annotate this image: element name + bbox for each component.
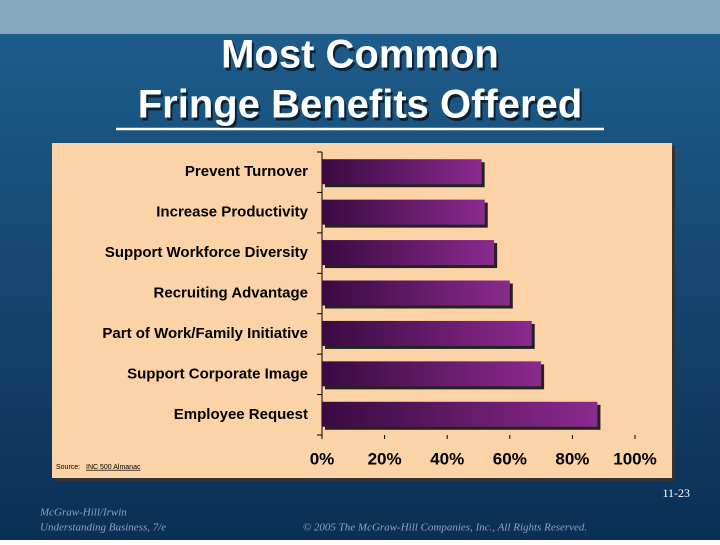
plot: 0% 20% 40% 60% 80% 100% Prevent Turnover Increa… [102,151,657,468]
source: INC 500 Almanac [86,464,141,471]
category-label: Recruiting Advantage [154,284,308,301]
publisher: McGraw-Hill/Irwin [39,507,127,519]
x-tick-label: 100% [613,449,656,468]
category-label: Employee Request [174,406,308,423]
x-tick-label: 60% [493,449,527,468]
title-line: Most Common [221,33,499,77]
category-label: Prevent Turnover [185,163,308,180]
x-tick-label: 40% [430,449,464,468]
title-shadow: Most Common [223,36,501,80]
bar [322,199,485,225]
bar [322,401,598,427]
title-shadow: Fringe Benefits Offered [140,86,585,130]
copyright: © 2005 The McGraw-Hill Companies, Inc., … [303,522,587,534]
bar [322,320,532,346]
source-label: Source: [56,464,80,471]
bar [322,159,482,185]
bar [322,280,510,306]
publisher: Understanding Business, 7/e [40,522,166,534]
x-tick-label: 0% [310,449,335,468]
bar [322,361,542,387]
x-tick-label: 20% [368,449,402,468]
page-number: 11-23 [662,486,690,500]
category-label: Support Corporate Image [127,365,308,382]
category-label: Increase Productivity [156,204,308,221]
bar [322,240,495,266]
x-tick-label: 80% [555,449,589,468]
category-label: Support Workforce Diversity [105,244,309,261]
category-label: Part of Work/Family Initiative [102,325,308,342]
banner [0,0,720,34]
title-line: Fringe Benefits Offered [138,83,583,127]
